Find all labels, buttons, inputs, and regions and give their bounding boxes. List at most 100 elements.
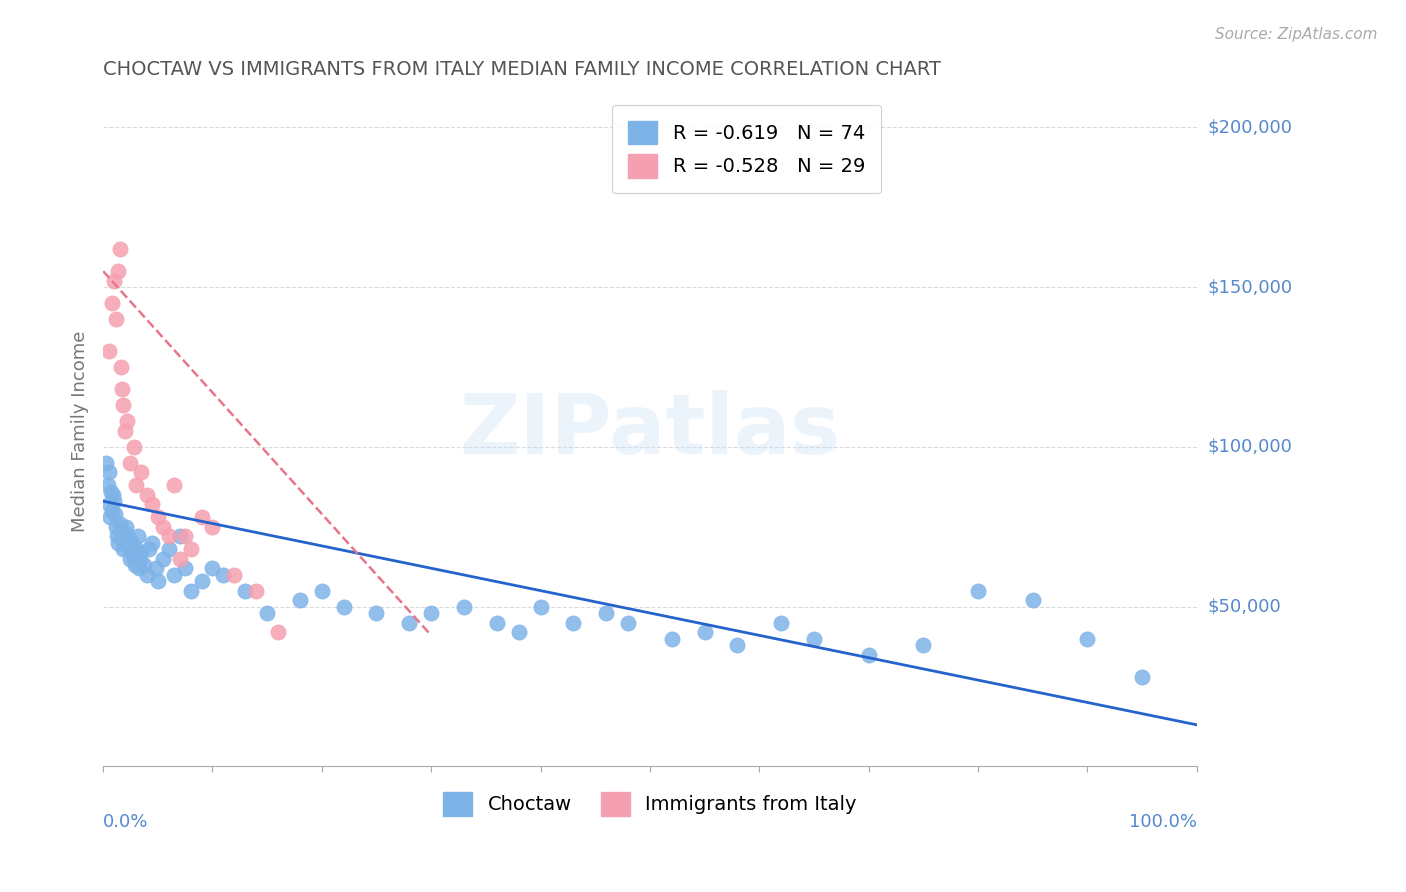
Point — [100, 484, 122, 499]
Point — [332, 599, 354, 614]
Point — [105, 312, 128, 326]
Point — [245, 583, 267, 598]
Point — [135, 488, 157, 502]
Point — [120, 551, 142, 566]
Point — [169, 529, 191, 543]
Point — [157, 529, 180, 543]
Point — [115, 535, 138, 549]
Point — [803, 632, 825, 646]
Point — [114, 424, 136, 438]
Point — [453, 599, 475, 614]
Point — [108, 242, 131, 256]
Point — [131, 545, 153, 559]
Point — [107, 264, 129, 278]
Point — [97, 497, 120, 511]
Point — [111, 529, 134, 543]
Point — [128, 561, 150, 575]
Text: CHOCTAW VS IMMIGRANTS FROM ITALY MEDIAN FAMILY INCOME CORRELATION CHART: CHOCTAW VS IMMIGRANTS FROM ITALY MEDIAN … — [103, 60, 941, 78]
Point — [146, 574, 169, 588]
Point — [141, 497, 163, 511]
Point — [693, 625, 716, 640]
Point — [595, 606, 617, 620]
Point — [1021, 593, 1043, 607]
Point — [108, 516, 131, 531]
Point — [529, 599, 551, 614]
Point — [103, 274, 125, 288]
Point — [562, 615, 585, 630]
Legend: Choctaw, Immigrants from Italy: Choctaw, Immigrants from Italy — [434, 784, 865, 823]
Y-axis label: Median Family Income: Median Family Income — [72, 330, 89, 532]
Text: 100.0%: 100.0% — [1129, 814, 1197, 831]
Point — [163, 478, 186, 492]
Point — [114, 533, 136, 547]
Point — [267, 625, 290, 640]
Point — [256, 606, 278, 620]
Point — [169, 551, 191, 566]
Point — [104, 507, 127, 521]
Point — [135, 567, 157, 582]
Point — [122, 551, 145, 566]
Point — [617, 615, 640, 630]
Point — [125, 542, 148, 557]
Point — [145, 561, 167, 575]
Point — [146, 510, 169, 524]
Point — [110, 359, 132, 374]
Text: 0.0%: 0.0% — [103, 814, 149, 831]
Point — [127, 529, 149, 543]
Point — [201, 561, 224, 575]
Point — [107, 535, 129, 549]
Point — [111, 542, 134, 557]
Point — [398, 615, 420, 630]
Point — [420, 606, 443, 620]
Point — [288, 593, 311, 607]
Point — [485, 615, 508, 630]
Point — [224, 567, 246, 582]
Point — [152, 551, 174, 566]
Point — [118, 542, 141, 557]
Point — [101, 296, 124, 310]
Point — [132, 558, 155, 572]
Point — [180, 542, 202, 557]
Point — [131, 466, 153, 480]
Point — [111, 382, 134, 396]
Point — [725, 638, 748, 652]
Point — [122, 440, 145, 454]
Point — [190, 510, 212, 524]
Point — [157, 542, 180, 557]
Point — [121, 535, 143, 549]
Text: $100,000: $100,000 — [1208, 438, 1292, 456]
Point — [97, 344, 120, 359]
Point — [117, 529, 139, 543]
Point — [311, 583, 333, 598]
Point — [770, 615, 793, 630]
Point — [233, 583, 256, 598]
Text: $150,000: $150,000 — [1208, 278, 1292, 296]
Point — [508, 625, 530, 640]
Point — [163, 567, 186, 582]
Point — [966, 583, 988, 598]
Point — [98, 510, 121, 524]
Point — [366, 606, 388, 620]
Point — [97, 466, 120, 480]
Point — [138, 542, 160, 557]
Point — [661, 632, 683, 646]
Point — [103, 494, 125, 508]
Point — [190, 574, 212, 588]
Point — [112, 526, 135, 541]
Text: Source: ZipAtlas.com: Source: ZipAtlas.com — [1215, 27, 1378, 42]
Point — [174, 561, 197, 575]
Point — [125, 478, 148, 492]
Point — [858, 648, 880, 662]
Point — [201, 519, 224, 533]
Point — [212, 567, 235, 582]
Point — [101, 504, 124, 518]
Point — [110, 523, 132, 537]
Point — [101, 488, 124, 502]
Point — [96, 478, 118, 492]
Point — [174, 529, 197, 543]
Point — [121, 545, 143, 559]
Point — [152, 519, 174, 533]
Point — [124, 558, 146, 572]
Point — [1076, 632, 1098, 646]
Point — [141, 535, 163, 549]
